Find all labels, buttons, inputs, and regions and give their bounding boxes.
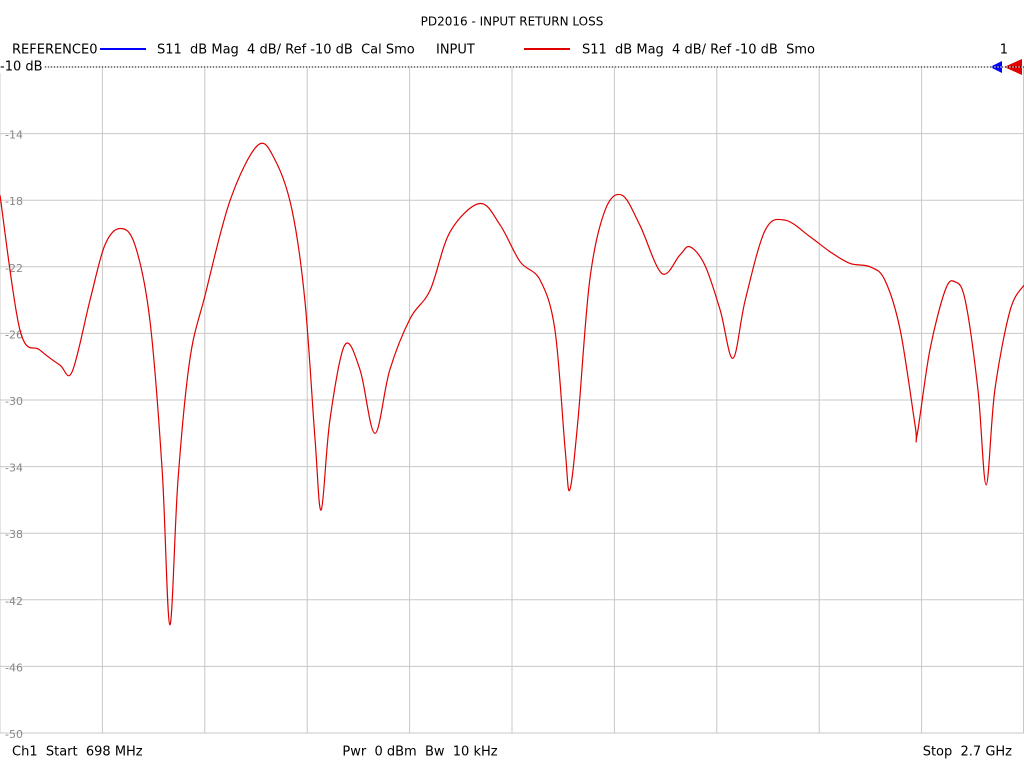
y-tick-label: -46: [5, 661, 23, 674]
legend-label: S11 dB Mag 4 dB/ Ref -10 dB Smo: [582, 43, 815, 58]
footer-left: Ch1 Start 698 MHz: [12, 745, 143, 760]
y-tick-label: -34: [5, 462, 23, 475]
footer-right: Stop 2.7 GHz: [923, 745, 1012, 760]
y-tick-label: -30: [5, 395, 23, 408]
legend-name: INPUT: [436, 43, 475, 58]
y-tick-label: -18: [5, 195, 23, 208]
footer-center: Pwr 0 dBm Bw 10 kHz: [342, 745, 497, 760]
legend-name: REFERENCE0: [12, 43, 97, 58]
marker-label: 1: [1000, 43, 1008, 58]
label-bg: [0, 59, 44, 73]
reference-label: -10 dB: [0, 60, 43, 75]
legend-label: S11 dB Mag 4 dB/ Ref -10 dB Cal Smo: [157, 43, 415, 58]
chart-title: PD2016 - INPUT RETURN LOSS: [421, 15, 604, 29]
trace: [0, 142, 1024, 626]
y-tick-label: -50: [5, 728, 23, 741]
y-tick-label: -22: [5, 262, 23, 275]
y-tick-label: -26: [5, 328, 23, 341]
y-tick-label: -42: [5, 595, 23, 608]
y-tick-label: -38: [5, 528, 23, 541]
y-tick-label: -14: [5, 129, 23, 142]
